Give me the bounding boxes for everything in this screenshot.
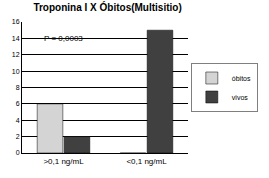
svg-text:14: 14 xyxy=(12,35,20,42)
svg-text:12: 12 xyxy=(12,51,20,58)
svg-text:8: 8 xyxy=(16,84,20,91)
svg-text:0: 0 xyxy=(16,149,20,156)
svg-text:2: 2 xyxy=(16,133,20,140)
svg-text:10: 10 xyxy=(12,68,20,75)
svg-text:Troponina I X Óbitos(Multisiti: Troponina I X Óbitos(Multisitio) xyxy=(33,1,181,13)
svg-text:>0,1 ng/mL: >0,1 ng/mL xyxy=(43,157,84,166)
svg-text:16: 16 xyxy=(12,18,20,25)
svg-text:P = 0,0003: P = 0,0003 xyxy=(44,34,83,43)
svg-text:óbitos: óbitos xyxy=(232,75,251,82)
svg-text:6: 6 xyxy=(16,100,20,107)
svg-text:vivos: vivos xyxy=(232,94,248,101)
svg-text:<0,1 ng/mL: <0,1 ng/mL xyxy=(126,157,167,166)
svg-text:4: 4 xyxy=(16,117,20,124)
